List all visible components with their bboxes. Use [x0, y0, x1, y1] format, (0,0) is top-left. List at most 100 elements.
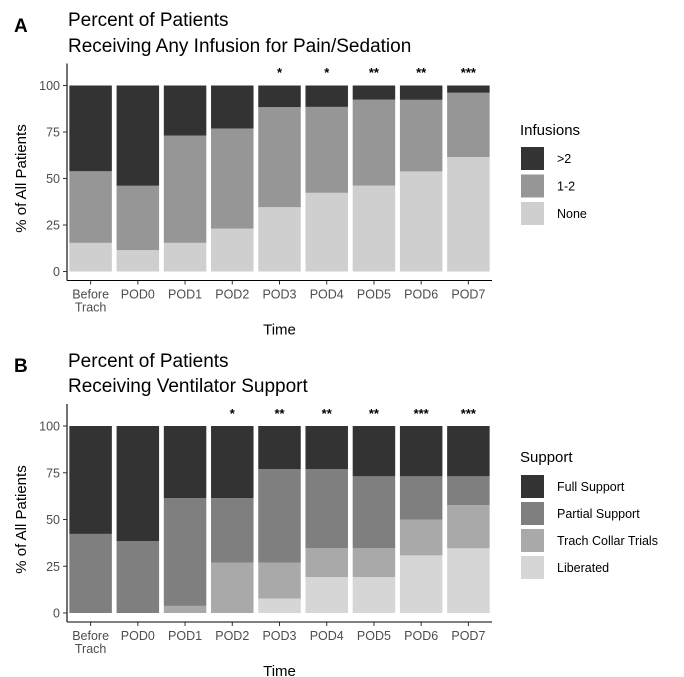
y-tick-label-0: 0	[53, 265, 60, 279]
bar-segment-none-0	[69, 242, 112, 272]
y-tick-label-1: 25	[46, 219, 60, 233]
bar-segment-trach-collar-trials-8	[447, 505, 490, 549]
legend-label-trach-collar-trials: Trach Collar Trials	[557, 534, 658, 548]
y-tick-label-2: 50	[46, 172, 60, 186]
bar-segment-none-4	[258, 207, 301, 272]
bar-segment-partial-support-5	[305, 469, 348, 549]
y-tick-label-3: 75	[46, 466, 60, 480]
bar-segment-partial-support-0	[69, 533, 112, 613]
legend-label-1-2: 1-2	[557, 180, 575, 194]
x-tick-label-6: POD5	[357, 288, 391, 302]
x-axis-title: Time	[263, 663, 296, 677]
legend-key--2	[521, 147, 544, 170]
bar-segment-1-2-0	[69, 171, 112, 243]
bar-segment-trach-collar-trials-3	[211, 562, 254, 613]
bar-segment-1-2-6	[352, 99, 396, 186]
legend-label-liberated: Liberated	[557, 561, 609, 575]
legend-label--2: >2	[557, 152, 571, 166]
bar-segment--2-4	[258, 85, 301, 108]
bar-segment-full-support-3	[211, 426, 254, 498]
x-tick-label-2: POD1	[168, 288, 202, 302]
x-tick-label-3: POD2	[215, 288, 249, 302]
significance-marker-7: **	[416, 65, 427, 80]
legend-title: Support	[520, 449, 573, 466]
bar-segment-partial-support-7	[399, 476, 443, 520]
bar-segment-partial-support-6	[352, 476, 396, 549]
x-tick-label-0: Before Trach	[72, 288, 109, 315]
bar-segment-full-support-0	[69, 426, 112, 534]
bar-segment--2-6	[352, 85, 396, 100]
x-tick-label-7: POD6	[404, 629, 438, 643]
panel-label: A	[14, 16, 28, 37]
x-tick-label-8: POD7	[451, 288, 485, 302]
bar-segment--2-7	[399, 85, 443, 100]
bar-segment-trach-collar-trials-5	[305, 548, 348, 578]
bar-segment-none-5	[305, 192, 348, 272]
bar-segment-trach-collar-trials-4	[258, 562, 301, 599]
x-tick-label-6: POD5	[357, 629, 391, 643]
y-axis-title: % of All Patients	[13, 465, 30, 573]
x-tick-label-1: POD0	[121, 629, 155, 643]
legend-key-full-support	[521, 475, 544, 498]
bar-segment-full-support-8	[447, 426, 490, 477]
bar-segment-1-2-2	[163, 135, 207, 243]
legend-key-partial-support	[521, 502, 544, 525]
bar-segment-1-2-5	[305, 106, 348, 193]
significance-marker-4: *	[277, 65, 283, 80]
x-tick-label-3: POD2	[215, 629, 249, 643]
bar-segment--2-1	[116, 85, 160, 186]
bar-segment-trach-collar-trials-2	[163, 605, 207, 613]
significance-marker-4: **	[274, 406, 285, 421]
significance-marker-7: ***	[414, 406, 430, 421]
legend-title: Infusions	[520, 122, 580, 139]
significance-marker-8: ***	[461, 406, 477, 421]
bar-segment-none-6	[352, 185, 396, 272]
legend-label-none: None	[557, 207, 587, 221]
y-tick-label-4: 100	[39, 420, 60, 434]
y-axis-title: % of All Patients	[13, 124, 30, 232]
significance-marker-5: **	[322, 406, 333, 421]
chart-panel-b: B Percent of Patients Receiving Ventilator…	[13, 351, 658, 677]
chart-subtitle: Receiving Ventilator Support	[68, 376, 308, 397]
bar-segment-trach-collar-trials-7	[399, 519, 443, 556]
bar-segment--2-0	[69, 85, 112, 172]
bar-segment-liberated-5	[305, 577, 348, 613]
bar-segment-trach-collar-trials-6	[352, 548, 396, 578]
bar-segment-partial-support-2	[163, 498, 207, 606]
significance-marker-8: ***	[461, 65, 477, 80]
chart-title: Percent of Patients	[68, 10, 229, 31]
bar-segment-liberated-4	[258, 598, 301, 613]
bar-segment-liberated-8	[447, 548, 490, 613]
bar-segment--2-5	[305, 85, 348, 107]
bar-segment-1-2-8	[447, 92, 490, 158]
bar-segment-full-support-7	[399, 426, 443, 477]
bar-segment-1-2-4	[258, 107, 301, 208]
x-tick-label-2: POD1	[168, 629, 202, 643]
bar-segment-liberated-6	[352, 577, 396, 613]
bar-segment-full-support-6	[352, 426, 396, 477]
bar-segment-none-2	[163, 242, 207, 272]
x-tick-label-8: POD7	[451, 629, 485, 643]
y-tick-label-3: 75	[46, 126, 60, 140]
legend-key-none	[521, 202, 544, 225]
bar-segment-partial-support-1	[116, 541, 160, 613]
bar-segment-none-7	[399, 171, 443, 272]
x-tick-label-7: POD6	[404, 288, 438, 302]
y-tick-label-0: 0	[53, 607, 60, 621]
chart-title: Percent of Patients	[68, 351, 229, 372]
legend-key-1-2	[521, 174, 544, 198]
bar-segment-1-2-1	[116, 185, 160, 251]
bar-segment-partial-support-3	[211, 498, 254, 563]
bar-segment--2-8	[447, 85, 490, 93]
bars	[69, 426, 490, 613]
x-tick-label-5: POD4	[310, 288, 344, 302]
chart-panel-a: A Percent of Patients Receiving Any Infusi…	[13, 10, 587, 339]
legend-key-trach-collar-trials	[521, 529, 544, 552]
legend-label-full-support: Full Support	[557, 480, 625, 494]
bar-segment--2-2	[163, 85, 207, 136]
bar-segment-full-support-1	[116, 426, 160, 541]
significance-marker-6: **	[369, 65, 380, 80]
y-tick-label-2: 50	[46, 513, 60, 527]
y-tick-label-1: 25	[46, 560, 60, 574]
